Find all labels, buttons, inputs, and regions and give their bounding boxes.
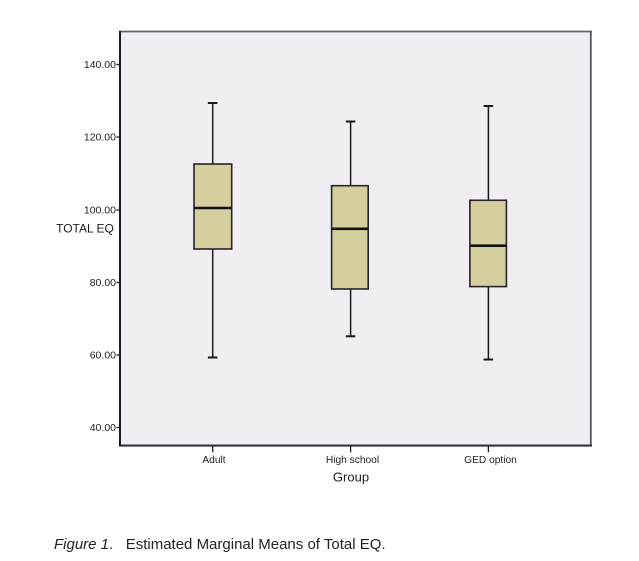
svg-text:100.00: 100.00 (84, 205, 116, 217)
svg-text:140.00: 140.00 (84, 59, 116, 71)
svg-text:40.00: 40.00 (90, 422, 116, 434)
svg-text:GED option: GED option (464, 455, 517, 466)
svg-text:Adult: Adult (202, 455, 225, 466)
svg-text:80.00: 80.00 (90, 277, 116, 289)
svg-text:120.00: 120.00 (84, 132, 116, 144)
svg-text:TOTAL EQ: TOTAL EQ (56, 222, 114, 236)
svg-text:Group: Group (333, 470, 369, 485)
svg-text:60.00: 60.00 (90, 350, 116, 362)
svg-text:Figure 1. Estimated Marginal: Figure 1. Estimated Marginal Means of To… (54, 536, 386, 553)
svg-text:High school: High school (326, 455, 379, 466)
